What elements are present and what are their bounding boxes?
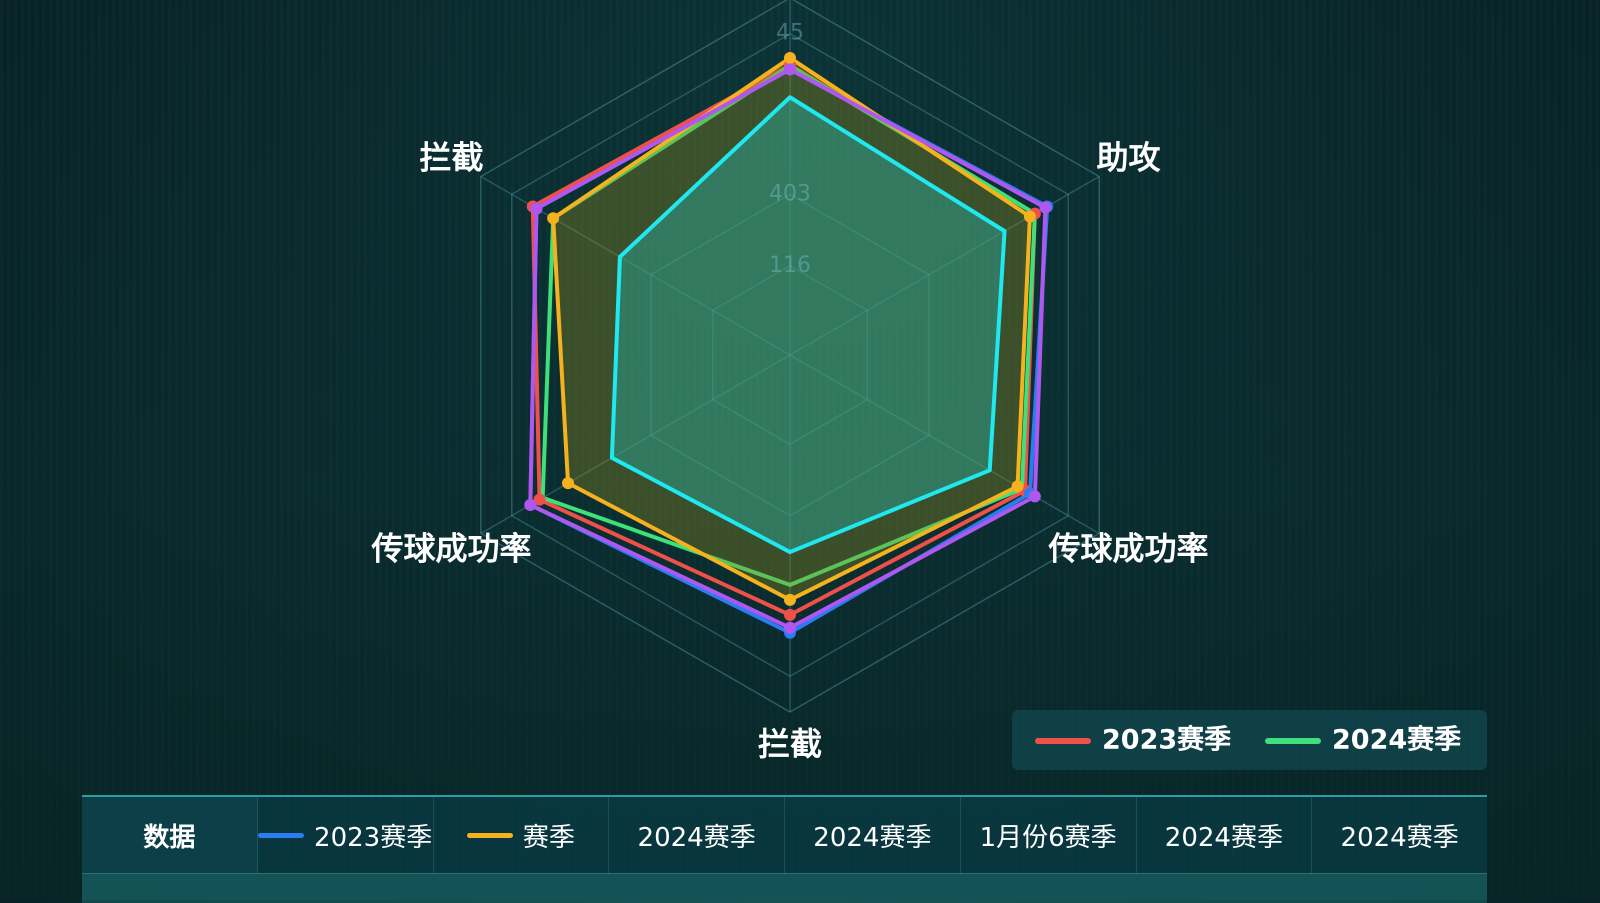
header-text: 赛季 <box>522 822 575 853</box>
axis-label: 拦截 <box>419 139 483 177</box>
data-point <box>784 51 796 64</box>
legend-label: 2023赛季 <box>1102 724 1231 756</box>
grid-ring <box>711 264 869 446</box>
header-cell: 2024赛季 <box>609 797 785 873</box>
header-text: 2024赛季 <box>1164 822 1283 853</box>
data-point <box>1011 480 1024 493</box>
header-cell: 2023赛季 <box>258 797 434 873</box>
header-text: 2023赛季 <box>314 822 433 853</box>
data-point <box>784 63 796 76</box>
header-cell: 2024赛季 <box>785 797 961 873</box>
series-area <box>609 95 1007 555</box>
table-row <box>82 873 1487 903</box>
data-point <box>533 493 546 506</box>
header-cell: 2024赛季 <box>1312 797 1487 873</box>
grid-ring <box>480 0 1100 713</box>
spoke <box>789 354 1100 535</box>
swatch <box>258 832 305 838</box>
grid-ring <box>650 193 930 517</box>
legend-label: 2024赛季 <box>1332 724 1461 756</box>
r-tick-label: 45 <box>776 21 804 46</box>
data-point <box>547 212 560 225</box>
swatch <box>466 832 513 838</box>
axis-label: 传球成功率 <box>1048 529 1209 567</box>
table-header: 数据 2023赛季 赛季 2024赛季 2024赛季 1月份6赛季 2024赛季… <box>82 797 1487 873</box>
data-point <box>784 593 796 606</box>
data-point <box>524 498 537 511</box>
header-text: 2024赛季 <box>637 822 756 853</box>
header-text: 2024赛季 <box>1340 822 1459 853</box>
data-point <box>562 477 575 490</box>
data-point <box>1023 210 1036 223</box>
axis-label: 传球成功率 <box>370 529 531 567</box>
legend-box <box>1012 710 1487 770</box>
data-table: 数据 2023赛季 赛季 2024赛季 2024赛季 1月份6赛季 2024赛季… <box>82 795 1487 903</box>
data-point <box>1039 201 1052 214</box>
grid-ring <box>510 32 1070 678</box>
r-tick-label: 116 <box>769 253 811 278</box>
axis-label: 拦截 <box>758 725 822 763</box>
data-point <box>784 608 796 621</box>
data-point <box>784 621 796 634</box>
header-text: 数据 <box>143 822 196 853</box>
header-text: 1月份6赛季 <box>979 822 1117 853</box>
legend: 2023赛季 2024赛季 <box>1012 710 1487 770</box>
data-point <box>530 202 543 215</box>
header-cell: 数据 <box>82 797 258 873</box>
r-tick-label: 403 <box>769 181 811 206</box>
header-text: 2024赛季 <box>813 822 932 853</box>
header-cell: 赛季 <box>434 797 610 873</box>
header-cell: 2024赛季 <box>1137 797 1313 873</box>
data-point <box>1028 490 1041 503</box>
axis-label: 助攻 <box>1097 139 1162 177</box>
header-cell: 1月份6赛季 <box>961 797 1137 873</box>
